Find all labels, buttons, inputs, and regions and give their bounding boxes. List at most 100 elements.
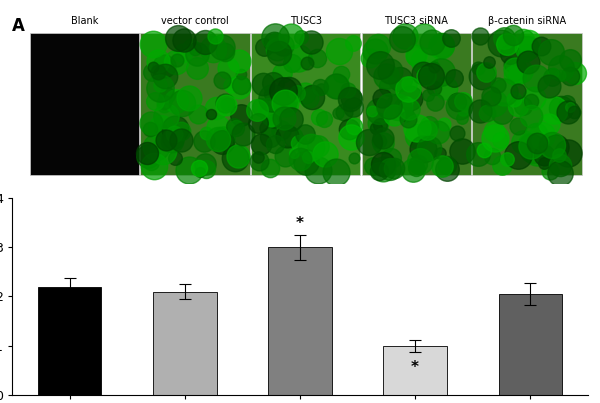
Point <box>386 155 396 162</box>
Point <box>153 69 163 75</box>
Point <box>425 122 434 129</box>
Point <box>288 134 298 140</box>
Point <box>373 120 382 126</box>
Point <box>142 150 152 156</box>
Point <box>486 92 496 99</box>
Point <box>394 104 403 110</box>
Point <box>566 104 575 110</box>
Point <box>320 151 330 157</box>
Point <box>258 81 268 87</box>
Point <box>458 98 467 104</box>
Point <box>497 162 507 168</box>
Point <box>230 155 240 161</box>
Point <box>176 128 186 135</box>
Point <box>481 69 491 75</box>
Point <box>370 48 380 54</box>
Point <box>331 169 341 176</box>
Point <box>149 64 158 71</box>
Point <box>537 132 547 139</box>
Point <box>513 88 523 95</box>
Point <box>413 125 422 131</box>
Point <box>280 96 289 103</box>
Point <box>529 94 539 101</box>
Point <box>431 99 440 106</box>
Point <box>350 155 359 162</box>
Point <box>238 131 248 137</box>
Point <box>419 58 429 64</box>
Text: β-catenin siRNA: β-catenin siRNA <box>488 16 566 26</box>
Point <box>223 101 232 107</box>
Point <box>280 153 290 159</box>
Point <box>334 48 344 54</box>
Point <box>211 33 220 39</box>
Point <box>556 105 566 111</box>
FancyBboxPatch shape <box>30 33 139 175</box>
Bar <box>499 294 562 395</box>
Point <box>565 56 575 63</box>
Point <box>147 69 157 75</box>
FancyBboxPatch shape <box>140 33 250 175</box>
Point <box>514 123 523 129</box>
Point <box>257 104 266 110</box>
Point <box>146 119 155 126</box>
Point <box>185 95 194 102</box>
Point <box>563 108 573 115</box>
Point <box>158 147 168 154</box>
Point <box>374 168 383 174</box>
Point <box>192 65 202 71</box>
Text: TUSC3: TUSC3 <box>290 16 322 26</box>
Point <box>479 147 488 153</box>
Point <box>521 50 530 56</box>
Point <box>149 163 158 169</box>
Point <box>555 162 565 169</box>
Point <box>344 87 353 93</box>
Text: *: * <box>411 360 419 376</box>
Point <box>435 150 445 157</box>
Point <box>404 106 413 112</box>
Point <box>413 161 423 168</box>
Point <box>497 110 506 116</box>
Point <box>385 166 395 172</box>
Point <box>278 42 288 48</box>
Point <box>429 85 439 91</box>
Point <box>398 104 407 110</box>
Point <box>547 141 557 148</box>
Point <box>155 85 165 92</box>
Point <box>176 137 186 143</box>
Point <box>349 131 359 137</box>
Point <box>373 42 383 49</box>
Point <box>235 83 244 90</box>
Point <box>473 151 483 157</box>
Point <box>518 103 528 110</box>
Point <box>419 33 429 39</box>
Point <box>426 72 436 79</box>
Point <box>442 166 452 172</box>
Point <box>454 103 464 109</box>
Point <box>364 139 374 145</box>
Point <box>202 166 211 172</box>
Point <box>405 94 415 101</box>
Point <box>151 144 161 150</box>
Point <box>400 33 410 39</box>
Point <box>160 99 169 106</box>
Point <box>508 32 518 38</box>
Point <box>217 77 227 83</box>
Point <box>292 90 302 96</box>
Point <box>345 96 355 102</box>
Point <box>374 108 383 115</box>
Point <box>457 115 467 121</box>
Point <box>375 122 385 129</box>
Point <box>253 154 263 160</box>
Point <box>284 102 294 108</box>
Point <box>509 96 518 102</box>
Point <box>570 70 580 76</box>
Point <box>397 35 406 42</box>
Point <box>427 39 437 46</box>
Point <box>484 59 494 66</box>
Point <box>502 40 512 47</box>
Point <box>411 164 421 171</box>
Point <box>502 155 512 162</box>
Point <box>367 108 377 114</box>
Point <box>262 125 272 131</box>
Point <box>535 138 544 144</box>
